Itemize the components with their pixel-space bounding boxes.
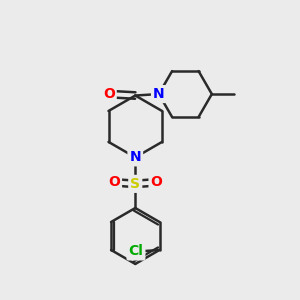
Text: O: O (108, 176, 120, 189)
Text: S: S (130, 177, 140, 191)
Text: O: O (151, 176, 162, 189)
Text: Cl: Cl (128, 244, 143, 258)
Text: N: N (153, 87, 165, 101)
Text: O: O (103, 87, 115, 101)
Text: N: N (130, 150, 141, 164)
